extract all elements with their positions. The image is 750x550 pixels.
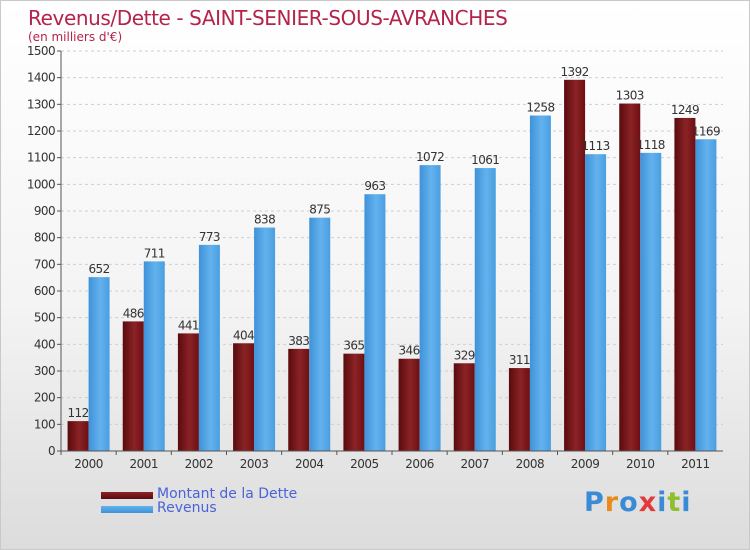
data-label-revenus: 1258: [526, 101, 554, 115]
data-label-dette: 346: [399, 344, 420, 358]
data-label-revenus: 1118: [637, 138, 665, 152]
y-tick-label: 700: [34, 257, 55, 271]
data-label-dette: 329: [454, 348, 475, 362]
bar-revenus: [198, 244, 220, 451]
logo-letter: t: [667, 487, 682, 518]
bar-dette: [674, 117, 696, 451]
bar-revenus: [309, 217, 331, 451]
x-tick-label: 2009: [571, 457, 600, 471]
logo-letter: o: [619, 487, 639, 518]
data-label-dette: 404: [233, 328, 254, 342]
x-tick-label: 2010: [626, 457, 655, 471]
bar-dette: [508, 368, 530, 451]
y-tick-label: 1300: [27, 97, 55, 111]
y-tick-label: 800: [34, 231, 55, 245]
bar-revenus: [585, 154, 607, 451]
x-tick-label: 2003: [240, 457, 269, 471]
logo-letter: r: [604, 487, 620, 518]
data-label-dette: 383: [288, 334, 309, 348]
x-tick-label: 2001: [129, 457, 158, 471]
legend-swatch-revenus: [101, 506, 153, 513]
bar-revenus: [529, 115, 551, 452]
data-label-dette: 486: [123, 306, 144, 320]
bar-dette: [288, 348, 310, 451]
chart-title: Revenus/Dette - SAINT-SENIER-SOUS-AVRANC…: [28, 6, 508, 30]
logo-letter: i: [657, 487, 668, 518]
legend-label-dette: Montant de la Dette: [157, 486, 298, 502]
data-label-dette: 1249: [671, 103, 699, 117]
bar-revenus: [419, 165, 441, 451]
y-tick-label: 900: [34, 204, 55, 218]
bar-revenus: [640, 152, 662, 451]
bar-dette: [177, 333, 199, 451]
bar-revenus: [474, 168, 496, 452]
y-tick-label: 1400: [27, 71, 55, 85]
bar-revenus: [364, 194, 386, 451]
data-label-revenus: 1169: [692, 124, 720, 138]
bar-dette: [343, 353, 365, 451]
y-tick-label: 1200: [27, 124, 55, 138]
y-tick-label: 0: [48, 444, 55, 458]
y-tick-label: 300: [34, 364, 55, 378]
data-label-revenus: 1061: [471, 153, 499, 167]
bar-revenus: [88, 277, 110, 451]
bar-revenus: [254, 227, 276, 451]
x-tick-label: 2005: [350, 457, 379, 471]
y-tick-label: 400: [34, 337, 55, 351]
y-tick-label: 1100: [27, 151, 55, 165]
y-tick-label: 1000: [27, 177, 55, 191]
x-tick-label: 2002: [185, 457, 214, 471]
data-label-dette: 1392: [561, 65, 589, 79]
x-tick-label: 2006: [405, 457, 434, 471]
legend-swatch-dette: [101, 492, 153, 499]
x-tick-label: 2000: [74, 457, 103, 471]
bar-revenus: [143, 261, 165, 451]
x-tick-label: 2004: [295, 457, 324, 471]
data-label-dette: 112: [68, 406, 89, 420]
bar-dette: [233, 343, 255, 451]
bar-dette: [564, 79, 586, 452]
data-label-dette: 365: [343, 339, 364, 353]
proxiti-logo[interactable]: Proxiti: [584, 487, 692, 518]
y-tick-label: 200: [34, 391, 55, 405]
bar-dette: [619, 103, 641, 452]
data-label-dette: 441: [178, 318, 199, 332]
data-label-revenus: 1072: [416, 150, 444, 164]
data-label-revenus: 838: [254, 213, 275, 227]
y-tick-label: 600: [34, 284, 55, 298]
x-tick-label: 2007: [460, 457, 489, 471]
data-label-revenus: 652: [89, 262, 110, 276]
y-tick-label: 500: [34, 311, 55, 325]
data-label-revenus: 875: [309, 203, 330, 217]
y-tick-label: 100: [34, 417, 55, 431]
y-tick-label: 1500: [27, 44, 55, 58]
data-label-revenus: 711: [144, 246, 165, 260]
data-label-dette: 1303: [616, 89, 644, 103]
chart-subtitle: (en milliers d'€): [28, 30, 123, 44]
logo-letter: P: [584, 487, 605, 518]
data-label-revenus: 1113: [582, 139, 610, 153]
logo-letter: i: [681, 487, 692, 518]
data-label-dette: 311: [509, 353, 530, 367]
data-label-revenus: 963: [364, 179, 385, 193]
bar-dette: [67, 421, 89, 451]
x-tick-label: 2011: [681, 457, 710, 471]
bar-dette: [398, 358, 420, 451]
bar-revenus: [695, 139, 717, 451]
bar-dette: [453, 363, 475, 451]
logo-letter: x: [638, 487, 658, 518]
legend-label-revenus: Revenus: [157, 500, 217, 516]
x-tick-label: 2008: [516, 457, 545, 471]
bar-dette: [122, 321, 144, 451]
data-label-revenus: 773: [199, 230, 220, 244]
